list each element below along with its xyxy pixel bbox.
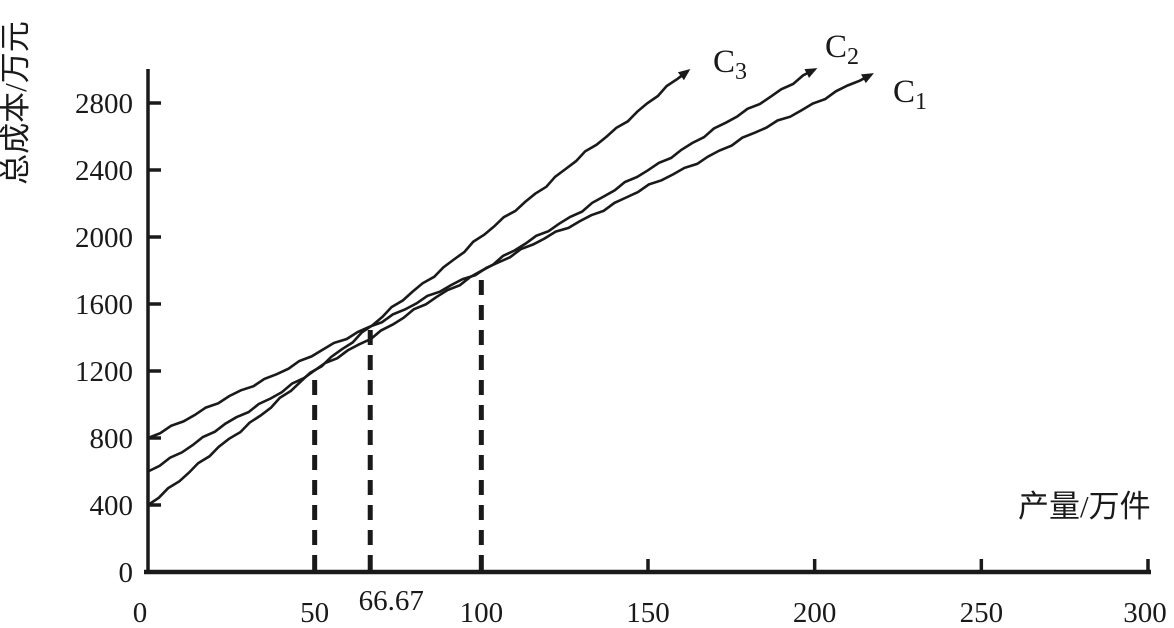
x-axis-tick-label-100: 100 bbox=[460, 597, 504, 628]
series-label-c2: C2 bbox=[825, 29, 859, 70]
y-axis-title: 总成本/万元 bbox=[0, 21, 33, 185]
y-axis-tick-label-800: 800 bbox=[90, 423, 134, 455]
axis-tick-labels: 0 400 800 1200 1600 2000 2400 2800 0 50 66.67 100 15… bbox=[75, 88, 1167, 628]
y-axis-tick-label-0: 0 bbox=[119, 557, 134, 589]
x-axis-tick-label-0: 0 bbox=[133, 597, 148, 628]
breakeven-dashed-lines bbox=[312, 270, 484, 570]
x-axis-tick-label-150: 150 bbox=[626, 597, 670, 628]
cost-line-C2 bbox=[147, 68, 818, 473]
x-axis-tick-label-200: 200 bbox=[793, 597, 837, 628]
x-axis-tick-label-66.67: 66.67 bbox=[359, 585, 424, 617]
axes bbox=[144, 69, 1151, 575]
x-axis-tick-label-50: 50 bbox=[300, 597, 329, 628]
y-axis-tick-label-1600: 1600 bbox=[75, 289, 133, 321]
y-axis-tick-label-400: 400 bbox=[90, 490, 134, 522]
y-axis-tick-label-2400: 2400 bbox=[75, 155, 133, 187]
y-axis-tick-label-1200: 1200 bbox=[75, 356, 133, 388]
x-axis-tick-label-250: 250 bbox=[960, 597, 1004, 628]
x-axis-title: 产量/万件 bbox=[1018, 489, 1151, 524]
cost-lines bbox=[147, 68, 874, 507]
series-label-c1: C1 bbox=[893, 74, 927, 115]
cost-line-C1 bbox=[147, 73, 874, 440]
x-axis-tick-label-300: 300 bbox=[1123, 597, 1167, 628]
series-label-c3: C3 bbox=[713, 44, 747, 85]
cost-line-C3 bbox=[147, 68, 691, 507]
axis-ticks bbox=[148, 101, 1150, 572]
y-axis-tick-label-2000: 2000 bbox=[75, 222, 133, 254]
y-axis-tick-label-2800: 2800 bbox=[75, 88, 133, 120]
